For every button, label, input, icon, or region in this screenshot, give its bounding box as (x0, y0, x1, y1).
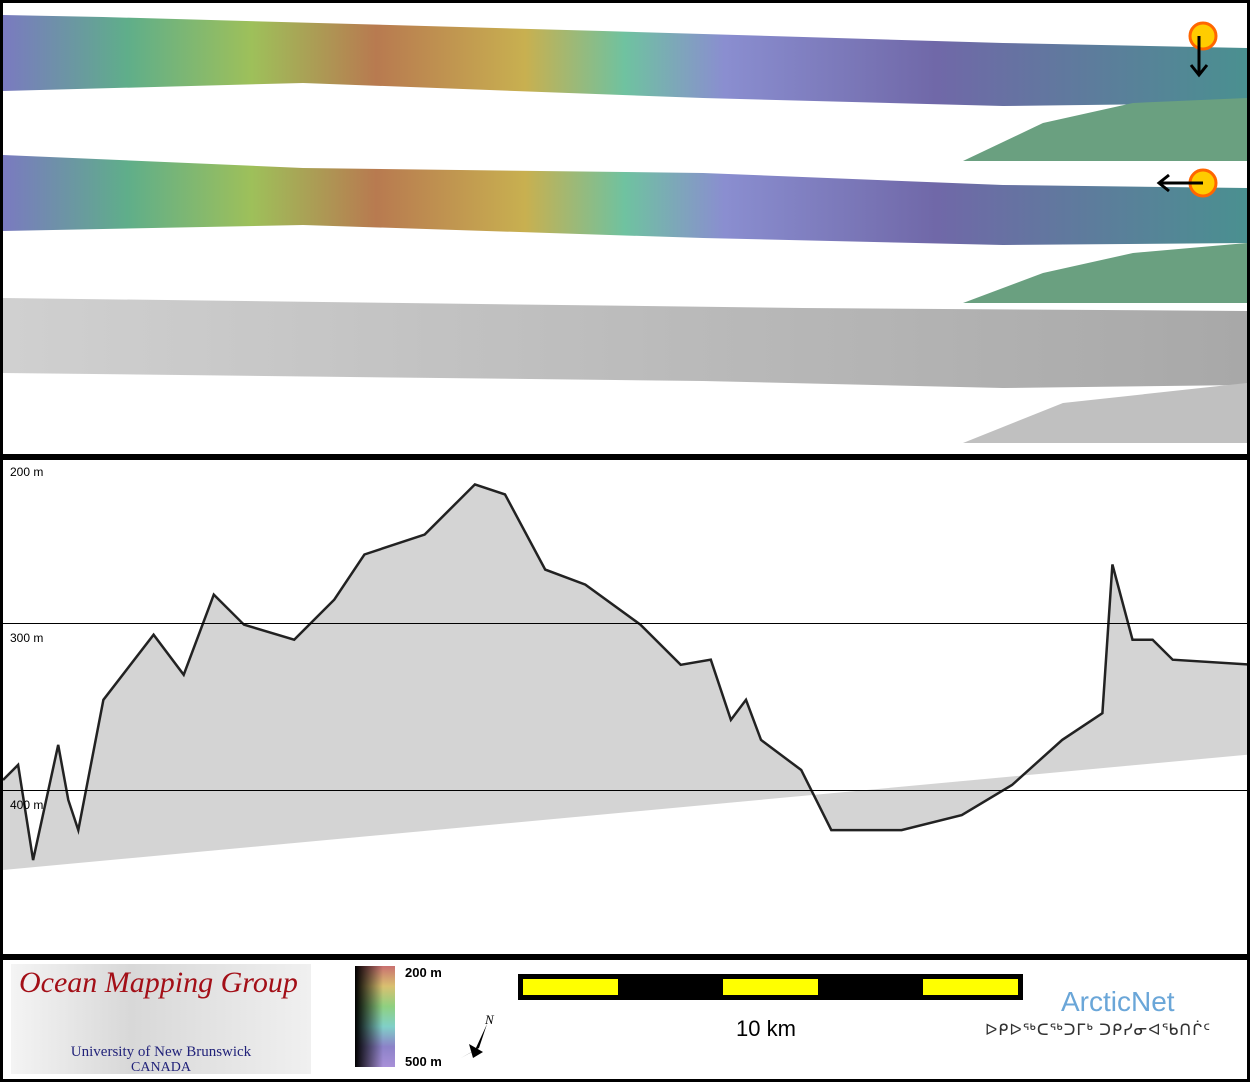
scale-label: 10 km (736, 1016, 796, 1041)
seafloor-scatter (3, 484, 1247, 870)
scale-segment (523, 979, 618, 995)
bathymetry-strip-2 (3, 155, 1247, 245)
echogram-panel: 200 m 300 m 400 m (3, 460, 1247, 954)
map-strips (3, 15, 1247, 443)
sun-icon (1188, 21, 1218, 78)
colorbar-bottom-label: 500 m (405, 1054, 442, 1069)
scale-segment (923, 979, 1018, 995)
sun-icon (1156, 168, 1218, 198)
depth-tick-200: 200 m (10, 465, 44, 479)
logo-country: CANADA (131, 1060, 191, 1075)
north-label: N (484, 1012, 495, 1027)
map-panels (3, 3, 1247, 454)
footer: Ocean Mapping Group University of New Br… (3, 960, 1247, 1079)
depth-colorbar (355, 966, 395, 1067)
depth-profile (3, 482, 1247, 870)
arcticnet-logo: ArcticNet (1061, 986, 1175, 1017)
ocean-mapping-group-logo: Ocean Mapping Group University of New Br… (11, 964, 311, 1075)
logo-university: University of New Brunswick (70, 1044, 252, 1060)
seafloor-line (3, 482, 1247, 861)
scale-segment (723, 979, 818, 995)
arcticnet-syllabics: ᐅᑭᐅᖅᑕᖅᑐᒥᒃ ᑐᑭᓯᓂᐊᖃᑎᒌᑦ (985, 1022, 1212, 1039)
gridline-300m (3, 623, 1247, 624)
depth-tick-400: 400 m (10, 798, 44, 812)
gridline-400m (3, 790, 1247, 791)
bathymetry-strip-1 (3, 15, 1247, 106)
bathymetry-strip-1-branch (963, 98, 1247, 161)
backscatter-strip (3, 298, 1247, 388)
depth-tick-300: 300 m (10, 631, 44, 645)
logo-title: Ocean Mapping Group (19, 966, 298, 999)
bathymetry-strip-2-branch (963, 243, 1247, 303)
colorbar-top-label: 200 m (405, 965, 442, 980)
backscatter-strip-branch (963, 383, 1247, 443)
scale-bar (518, 974, 1023, 1000)
north-arrow-icon: N (461, 1012, 495, 1058)
